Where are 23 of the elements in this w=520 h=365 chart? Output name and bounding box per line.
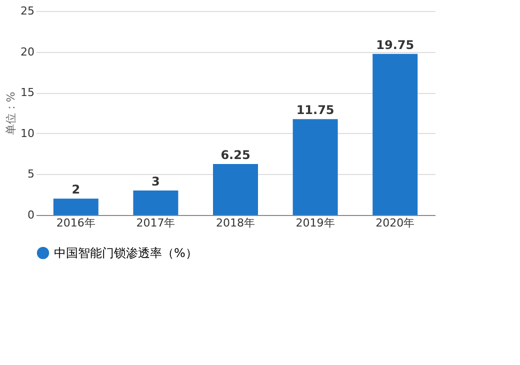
bar [53, 198, 98, 215]
data-label: 2 [72, 182, 80, 197]
x-tick-label: 2019年 [296, 216, 335, 230]
data-label: 19.75 [376, 38, 414, 52]
data-label: 3 [152, 174, 160, 189]
x-tick-label: 2018年 [216, 216, 255, 230]
bar [372, 54, 418, 215]
y-tick-label: 5 [28, 168, 34, 181]
bar [133, 190, 178, 215]
legend-label: 中国智能门锁渗透率（%） [54, 246, 198, 260]
bar [213, 164, 258, 215]
y-tick-label: 0 [28, 208, 34, 222]
y-tick-label: 20 [20, 45, 34, 58]
x-tick-label: 2017年 [136, 216, 176, 230]
y-tick-label: 10 [20, 126, 34, 140]
bar [292, 119, 338, 215]
y-tick-label: 15 [20, 86, 34, 100]
x-tick-label: 2016年 [56, 216, 96, 230]
data-label: 11.75 [296, 103, 334, 118]
data-label: 6.25 [220, 148, 250, 162]
y-tick-label: 25 [20, 4, 34, 18]
y-axis-title: 单位：% [4, 92, 18, 136]
x-tick-label: 2020年 [376, 216, 415, 230]
